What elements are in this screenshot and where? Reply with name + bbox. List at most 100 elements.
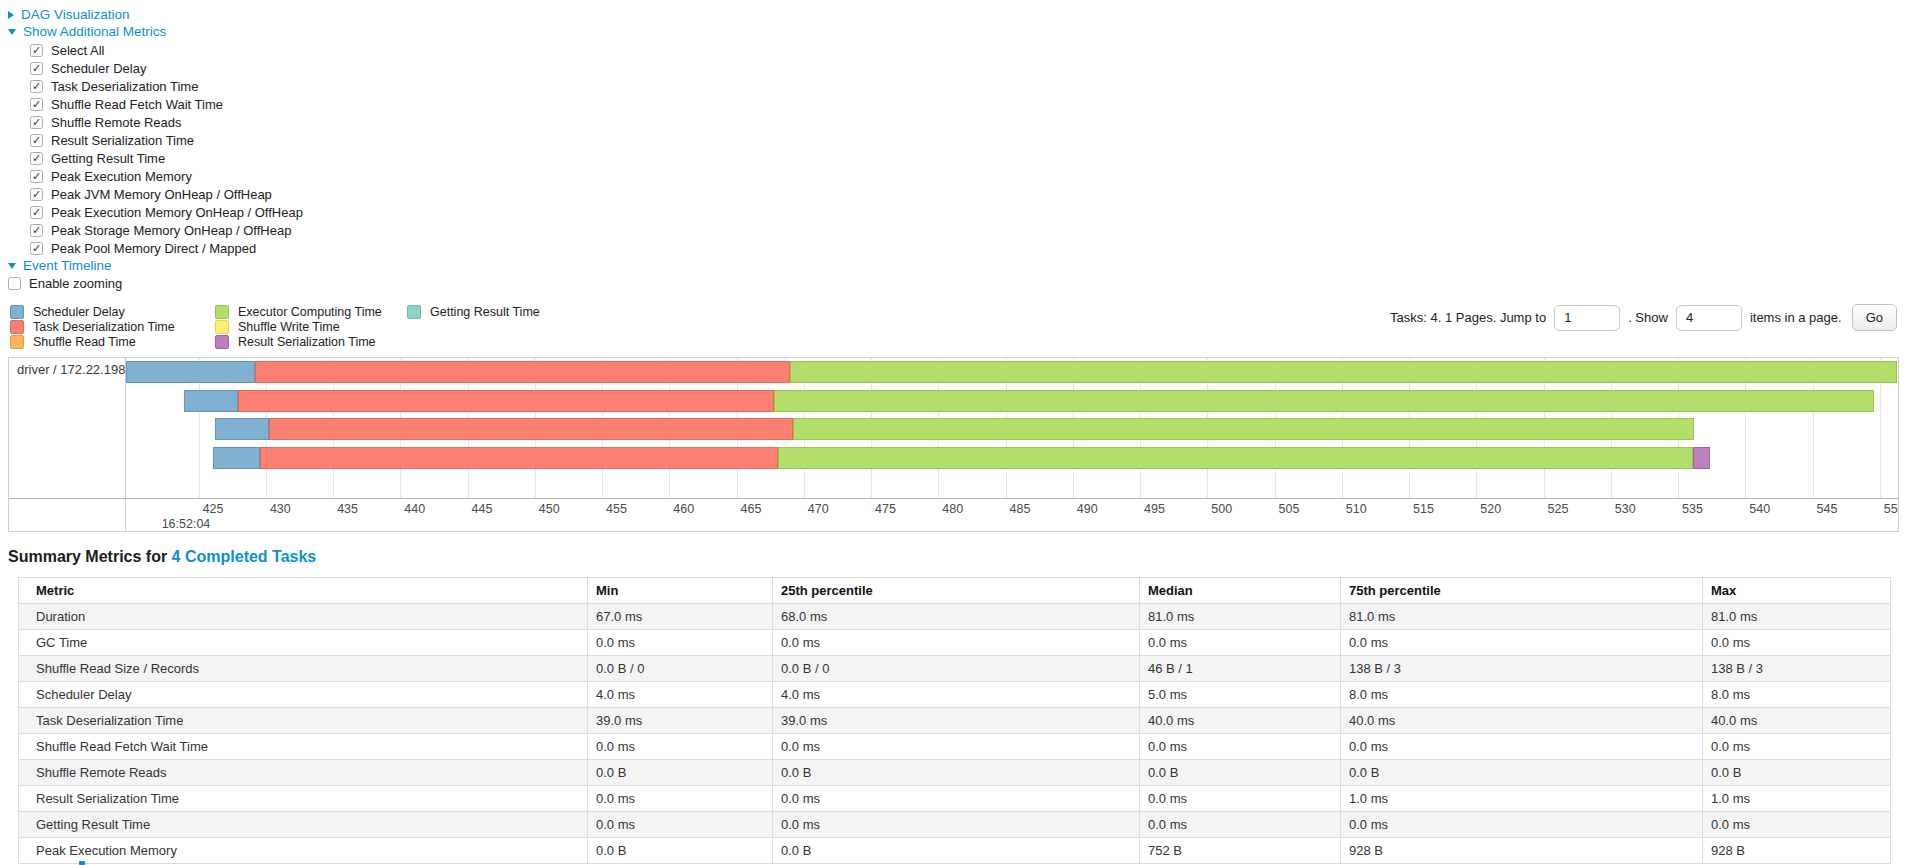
timeline-axis-labels: 4254304354404454504554604654704754804854… <box>126 499 1898 531</box>
metric-value-cell: 0.0 ms <box>1703 630 1891 656</box>
event-timeline-toggle[interactable]: Event Timeline <box>8 257 1907 274</box>
metric-checkbox[interactable] <box>30 242 43 255</box>
task-segment-task_deserialization[interactable] <box>269 418 794 440</box>
metric-checkbox[interactable] <box>30 44 43 57</box>
metric-value-cell: 0.0 B <box>1703 760 1891 786</box>
metric-checkbox-label: Task Deserialization Time <box>51 79 198 94</box>
metric-value-cell: 67.0 ms <box>588 604 773 630</box>
task-segment-executor_computing[interactable] <box>793 418 1694 440</box>
task-segment-task_deserialization[interactable] <box>238 390 775 412</box>
collapse-arrow-down-icon <box>8 29 16 35</box>
metric-checkbox-label: Scheduler Delay <box>51 61 146 76</box>
jump-to-page-input[interactable] <box>1554 305 1620 331</box>
metric-value-cell: 8.0 ms <box>1341 682 1703 708</box>
task-bar[interactable] <box>126 418 1898 440</box>
event-timeline-label: Event Timeline <box>23 258 112 273</box>
timeline-axis-left-spacer <box>9 499 126 531</box>
legend-label: Result Serialization Time <box>238 335 376 349</box>
summary-table-header-row: MetricMin25th percentileMedian75th perce… <box>19 578 1891 604</box>
metric-checkbox[interactable] <box>30 170 43 183</box>
task-segment-scheduler_delay[interactable] <box>126 361 255 383</box>
metric-value-cell: 8.0 ms <box>1703 682 1891 708</box>
axis-tick-label: 500 <box>1211 502 1232 516</box>
task_deserialization-swatch-icon <box>10 320 24 334</box>
metric-value-cell: 68.0 ms <box>773 604 1140 630</box>
metric-value-cell: 4.0 ms <box>773 682 1140 708</box>
metric-checkbox-row: Getting Result Time <box>30 149 1907 167</box>
metric-checkbox[interactable] <box>30 188 43 201</box>
metric-checkbox-label: Peak Execution Memory <box>51 169 192 184</box>
legend-item-shuffle_write: Shuffle Write Time <box>215 319 407 334</box>
task-segment-result_serialization[interactable] <box>1693 447 1710 469</box>
metric-checkbox-label: Result Serialization Time <box>51 133 194 148</box>
task-bar[interactable] <box>126 447 1898 469</box>
summary-table-row: Shuffle Remote Reads0.0 B0.0 B0.0 B0.0 B… <box>19 760 1891 786</box>
metric-checkbox-label: Peak Execution Memory OnHeap / OffHeap <box>51 205 303 220</box>
task-segment-scheduler_delay[interactable] <box>184 390 238 412</box>
axis-tick-label: 540 <box>1749 502 1770 516</box>
metric-checkbox-row: Peak Pool Memory Direct / Mapped <box>30 239 1907 257</box>
axis-tick-label: 450 <box>539 502 560 516</box>
metric-checkbox[interactable] <box>30 134 43 147</box>
axis-tick-label: 440 <box>404 502 425 516</box>
task-segment-executor_computing[interactable] <box>790 361 1897 383</box>
metric-checkbox-label: Peak Pool Memory Direct / Mapped <box>51 241 256 256</box>
metric-value-cell: 0.0 ms <box>1140 812 1341 838</box>
enable-zooming-checkbox[interactable] <box>8 277 21 290</box>
show-additional-metrics-toggle[interactable]: Show Additional Metrics <box>8 23 1907 40</box>
metric-checkbox[interactable] <box>30 62 43 75</box>
stage-detail-page: DAG Visualization Show Additional Metric… <box>0 0 1907 864</box>
metric-checkbox-row: Peak Execution Memory OnHeap / OffHeap <box>30 203 1907 221</box>
axis-tick-label: 455 <box>606 502 627 516</box>
show-additional-metrics-label: Show Additional Metrics <box>23 24 166 39</box>
items-per-page-input[interactable] <box>1676 305 1742 331</box>
metric-value-cell: 138 B / 3 <box>1341 656 1703 682</box>
axis-tick-label: 445 <box>472 502 493 516</box>
task-segment-task_deserialization[interactable] <box>255 361 790 383</box>
task-segment-executor_computing[interactable] <box>774 390 1874 412</box>
metric-checkbox-row: Task Deserialization Time <box>30 77 1907 95</box>
metric-name-cell: Peak Execution Memory <box>19 838 588 864</box>
shuffle_write-swatch-icon <box>215 320 229 334</box>
task-segment-scheduler_delay[interactable] <box>213 447 260 469</box>
metric-value-cell: 40.0 ms <box>1341 708 1703 734</box>
timeline-plot-area[interactable] <box>126 358 1898 498</box>
scheduler_delay-swatch-icon <box>10 305 24 319</box>
dag-visualization-toggle[interactable]: DAG Visualization <box>8 6 1907 23</box>
metric-value-cell: 0.0 ms <box>1703 812 1891 838</box>
legend-item-getting_result: Getting Result Time <box>407 304 540 319</box>
metric-value-cell: 0.0 ms <box>1140 786 1341 812</box>
metric-checkbox[interactable] <box>30 152 43 165</box>
dag-visualization-label: DAG Visualization <box>21 7 130 22</box>
metric-value-cell: 0.0 ms <box>588 630 773 656</box>
task-bar[interactable] <box>126 390 1898 412</box>
metric-value-cell: 1.0 ms <box>1341 786 1703 812</box>
task-segment-scheduler_delay[interactable] <box>215 418 269 440</box>
completed-tasks-link[interactable]: 4 Completed Tasks <box>172 548 317 565</box>
metric-checkbox[interactable] <box>30 98 43 111</box>
axis-tick-label: 530 <box>1615 502 1636 516</box>
metric-checkbox-row: Peak Storage Memory OnHeap / OffHeap <box>30 221 1907 239</box>
axis-tick-label: 495 <box>1144 502 1165 516</box>
metric-value-cell: 0.0 ms <box>1703 734 1891 760</box>
metric-value-cell: 0.0 ms <box>773 786 1140 812</box>
go-button[interactable]: Go <box>1852 304 1897 331</box>
metric-value-cell: 39.0 ms <box>588 708 773 734</box>
axis-tick-label: 510 <box>1346 502 1367 516</box>
metric-value-cell: 0.0 ms <box>1140 630 1341 656</box>
task-segment-executor_computing[interactable] <box>778 447 1693 469</box>
metric-checkbox[interactable] <box>30 80 43 93</box>
metric-checkbox[interactable] <box>30 224 43 237</box>
additional-metrics-list: Select AllScheduler DelayTask Deserializ… <box>0 41 1907 257</box>
metric-checkbox[interactable] <box>30 116 43 129</box>
metric-name-cell: Getting Result Time <box>19 812 588 838</box>
axis-tick-label: 525 <box>1548 502 1569 516</box>
axis-tick-label: 550 <box>1884 502 1898 516</box>
axis-tick-label: 505 <box>1279 502 1300 516</box>
task-bar[interactable] <box>126 361 1898 383</box>
legend-label: Shuffle Read Time <box>33 335 136 349</box>
task-segment-task_deserialization[interactable] <box>260 447 778 469</box>
result_serialization-swatch-icon <box>215 335 229 349</box>
metric-checkbox[interactable] <box>30 206 43 219</box>
metric-value-cell: 0.0 ms <box>588 786 773 812</box>
